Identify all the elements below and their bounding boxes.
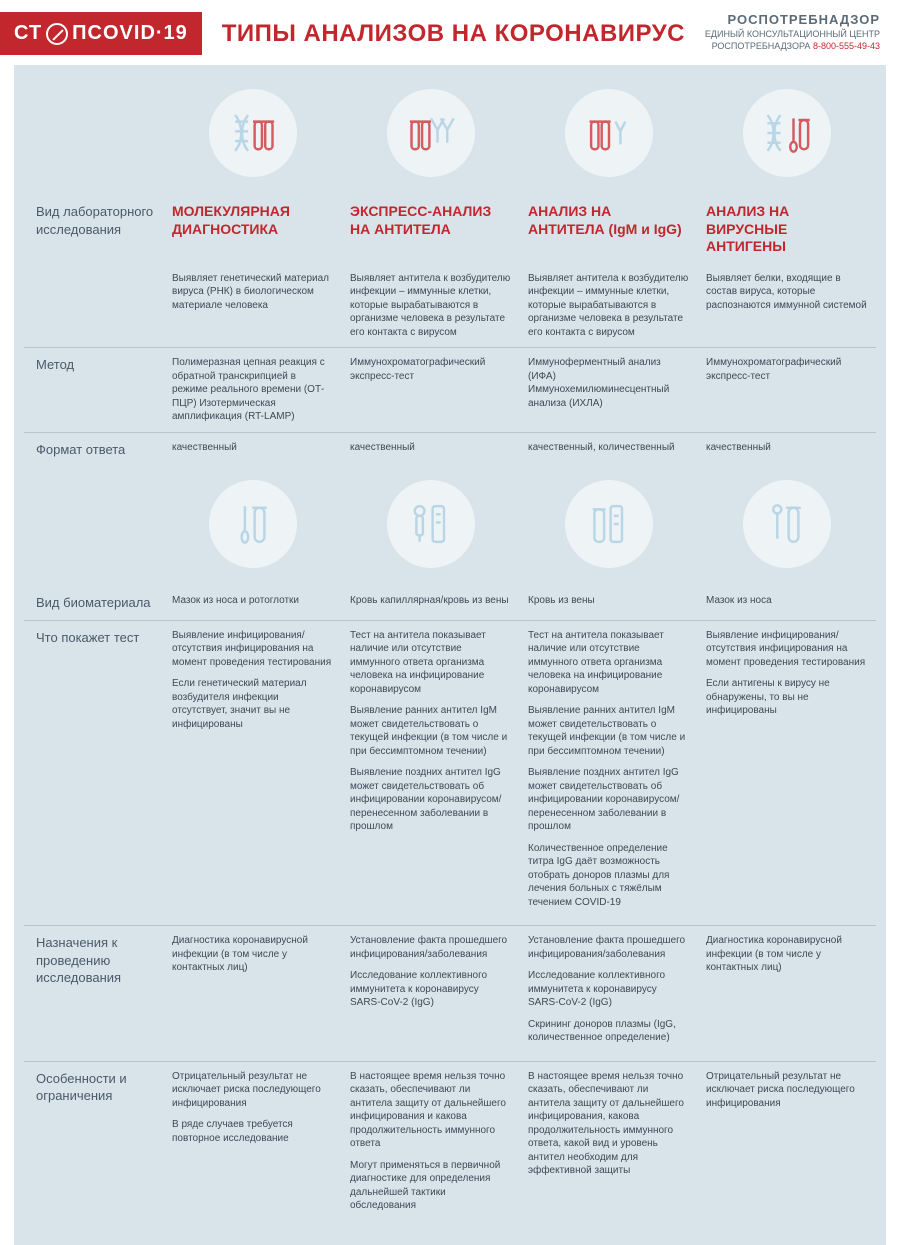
cell-show-1: Тест на антитела показывает наличие или … bbox=[342, 620, 520, 926]
cell-format-3: качественный bbox=[698, 432, 876, 466]
org-name: РОСПОТРЕБНАДЗОР bbox=[705, 12, 880, 29]
cell-method-1: Иммунохроматографический экспресс-тест bbox=[342, 348, 520, 433]
cell-show-3: Выявление инфицирования/отсутствия инфиц… bbox=[698, 620, 876, 926]
col-title-2: АНАЛИЗ НА АНТИТЕЛА (IgM и IgG) bbox=[528, 203, 690, 238]
comparison-panel: Вид лабораторного исследования МОЛЕКУЛЯР… bbox=[14, 65, 886, 1245]
cell-format-2: качественный, количественный bbox=[520, 432, 698, 466]
col-title-1: ЭКСПРЕСС-АНАЛИЗ НА АНТИТЕЛА bbox=[350, 203, 512, 238]
cell-purpose-2: Установление факта прошедшего инфицирова… bbox=[520, 926, 698, 1062]
page-title: ТИПЫ АНАЛИЗОВ НА КОРОНАВИРУС bbox=[202, 12, 705, 48]
cell-show-0: Выявление инфицирования/отсутствия инфиц… bbox=[164, 620, 342, 926]
cell-method-2: Иммуноферментный анализ (ИФА) Иммунохеми… bbox=[520, 348, 698, 433]
icon-row bbox=[24, 75, 876, 195]
dna-swab-icon bbox=[743, 89, 831, 177]
org-block: РОСПОТРЕБНАДЗОР ЕДИНЫЙ КОНСУЛЬТАЦИОННЫЙ … bbox=[705, 12, 880, 52]
dna-tubes-icon bbox=[209, 89, 297, 177]
rowlabel-limits: Особенности и ограничения bbox=[24, 1061, 164, 1229]
rowlabel-show: Что покажет тест bbox=[24, 620, 164, 926]
swab-tube-icon bbox=[209, 480, 297, 568]
tubes-antibody-icon bbox=[565, 89, 653, 177]
row-purpose: Назначения к проведению исследования Диа… bbox=[24, 926, 876, 1062]
cell-bio-1: Кровь капиллярная/кровь из вены bbox=[342, 586, 520, 620]
rowlabel-type: Вид лабораторного исследования bbox=[24, 195, 164, 264]
cell-bio-3: Мазок из носа bbox=[698, 586, 876, 620]
cell-limit-1: В настоящее время нельзя точно сказать, … bbox=[342, 1061, 520, 1229]
org-phone: 8-800-555-49-43 bbox=[813, 41, 880, 51]
cell-format-0: качественный bbox=[164, 432, 342, 466]
swab-vial-icon bbox=[743, 480, 831, 568]
cell-method-0: Полимеразная цепная реакция с обратной т… bbox=[164, 348, 342, 433]
cell-limit-2: В настоящее время нельзя точно сказать, … bbox=[520, 1061, 698, 1229]
vial-strip-icon bbox=[565, 480, 653, 568]
cell-method-3: Иммунохроматографический экспресс-тест bbox=[698, 348, 876, 433]
row-method: Метод Полимеразная цепная реакция с обра… bbox=[24, 348, 876, 433]
col-title-0: МОЛЕКУЛЯРНАЯ ДИАГНОСТИКА bbox=[172, 203, 334, 238]
cell-limit-0: Отрицательный результат не исключает рис… bbox=[164, 1061, 342, 1229]
row-limits: Особенности и ограничения Отрицательный … bbox=[24, 1061, 876, 1229]
cell-show-2: Тест на антитела показывает наличие или … bbox=[520, 620, 698, 926]
header: СТ П COVID·19 ТИПЫ АНАЛИЗОВ НА КОРОНАВИР… bbox=[0, 0, 900, 65]
logo-text-rest: COVID·19 bbox=[88, 22, 188, 45]
lancet-strip-icon bbox=[387, 480, 475, 568]
icon-row-2 bbox=[24, 466, 876, 586]
antibody-tubes-icon bbox=[387, 89, 475, 177]
cell-purpose-3: Диагностика коронавирусной инфекции (в т… bbox=[698, 926, 876, 1062]
stop-covid-badge: СТ П COVID·19 bbox=[0, 12, 202, 55]
cell-desc-0: Выявляет генетический материал вируса (Р… bbox=[164, 264, 342, 348]
prohibit-icon bbox=[46, 23, 68, 45]
cell-desc-1: Выявляет антитела к возбудителю инфекции… bbox=[342, 264, 520, 348]
cell-format-1: качественный bbox=[342, 432, 520, 466]
rowlabel-format: Формат ответа bbox=[24, 432, 164, 466]
logo-text-prefix: СТ bbox=[14, 22, 42, 45]
cell-bio-2: Кровь из вены bbox=[520, 586, 698, 620]
cell-limit-3: Отрицательный результат не исключает рис… bbox=[698, 1061, 876, 1229]
row-show: Что покажет тест Выявление инфицирования… bbox=[24, 620, 876, 926]
row-titles: Вид лабораторного исследования МОЛЕКУЛЯР… bbox=[24, 195, 876, 264]
cell-desc-3: Выявляет белки, входящие в состав вируса… bbox=[698, 264, 876, 348]
rowlabel-bio: Вид биоматериала bbox=[24, 586, 164, 620]
col-title-3: АНАЛИЗ НА ВИРУСНЫЕ АНТИГЕНЫ bbox=[706, 203, 868, 256]
rowlabel-purpose: Назначения к проведению исследования bbox=[24, 926, 164, 1062]
org-line2: РОСПОТРЕБНАДЗОРА bbox=[712, 41, 811, 51]
row-bio: Вид биоматериала Мазок из носа и ротогло… bbox=[24, 586, 876, 620]
comparison-table: Вид лабораторного исследования МОЛЕКУЛЯР… bbox=[24, 75, 876, 1229]
cell-desc-2: Выявляет антитела к возбудителю инфекции… bbox=[520, 264, 698, 348]
cell-purpose-1: Установление факта прошедшего инфицирова… bbox=[342, 926, 520, 1062]
logo-text-suffix: П bbox=[72, 22, 87, 45]
row-desc: Выявляет генетический материал вируса (Р… bbox=[24, 264, 876, 348]
row-format: Формат ответа качественный качественный … bbox=[24, 432, 876, 466]
cell-bio-0: Мазок из носа и ротоглотки bbox=[164, 586, 342, 620]
org-line1: ЕДИНЫЙ КОНСУЛЬТАЦИОННЫЙ ЦЕНТР bbox=[705, 29, 880, 41]
rowlabel-method: Метод bbox=[24, 348, 164, 433]
cell-purpose-0: Диагностика коронавирусной инфекции (в т… bbox=[164, 926, 342, 1062]
